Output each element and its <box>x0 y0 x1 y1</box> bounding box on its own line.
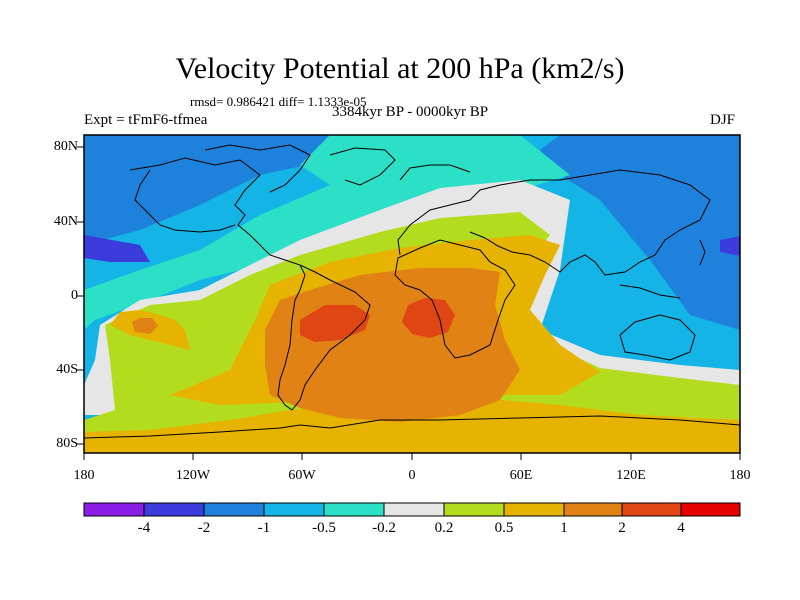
lon-label-120w: 120W <box>175 468 211 483</box>
colorbar <box>83 502 741 517</box>
lat-label-0: 0 <box>71 288 78 303</box>
colorbar-swatch <box>83 502 145 517</box>
colorbar-label: 0.5 <box>494 520 514 536</box>
colorbar-swatch <box>383 502 445 517</box>
colorbar-swatch <box>621 502 682 517</box>
colorbar-label: -1 <box>257 520 271 536</box>
lon-label-0: 0 <box>408 468 416 483</box>
lon-label-180e: 180 <box>729 468 751 483</box>
lat-label-80s: 80S <box>56 436 78 451</box>
colorbar-label: 1 <box>560 520 568 536</box>
colorbar-label: -2 <box>197 520 211 536</box>
colorbar-swatch <box>323 502 385 517</box>
coastline <box>619 284 681 299</box>
coastline <box>204 144 311 193</box>
rmsd-diff-stats: rmsd= 0.986421 diff= 1.1333e-05 <box>190 94 367 109</box>
lat-label-80n: 80N <box>53 139 78 154</box>
lat-label-40n: 40N <box>53 214 78 229</box>
contour-band <box>84 436 740 453</box>
coastline <box>134 169 236 233</box>
contour-band <box>84 235 150 262</box>
coastline <box>129 157 306 411</box>
colorbar-swatch <box>680 502 741 517</box>
colorbar-label: -4 <box>137 520 151 536</box>
colorbar-label: -0.2 <box>372 520 396 536</box>
colorbar-swatch <box>143 502 205 517</box>
lon-label-120e: 120E <box>616 468 646 483</box>
coastline <box>699 239 706 266</box>
coastline <box>619 314 696 361</box>
contour-band <box>132 318 158 334</box>
lon-label-60e: 60E <box>509 468 533 483</box>
colorbar-label: 0.2 <box>434 520 454 536</box>
colorbar-swatch <box>203 502 265 517</box>
coastlines <box>84 144 740 439</box>
coastline <box>399 164 471 181</box>
coastline <box>329 147 396 186</box>
experiment-label: Expt = tFmF6-tfmea <box>84 112 208 128</box>
coastline <box>397 169 711 276</box>
colorbar-label: -0.5 <box>312 520 336 536</box>
contour-band <box>720 236 740 256</box>
colorbar-swatch <box>563 502 623 517</box>
chart-title: Velocity Potential at 200 hPa (km2/s) <box>175 52 625 85</box>
colorbar-label: 2 <box>618 520 626 536</box>
lon-label-60w: 60W <box>288 468 316 483</box>
colorbar-swatch <box>503 502 565 517</box>
contour-band <box>540 135 740 330</box>
colorbar-label: 4 <box>677 520 685 536</box>
coastline <box>84 415 740 439</box>
coastline <box>291 264 371 411</box>
season-label: DJF <box>710 112 736 128</box>
contour-field <box>84 135 740 453</box>
colorbar-swatch <box>443 502 505 517</box>
lon-label-180w: 180 <box>73 468 95 483</box>
lat-label-40s: 40S <box>56 362 78 377</box>
axis-ticks <box>77 146 741 460</box>
period-label: 3384kyr BP - 0000kyr BP <box>331 104 489 120</box>
colorbar-swatch <box>263 502 325 517</box>
coastline <box>394 239 516 359</box>
